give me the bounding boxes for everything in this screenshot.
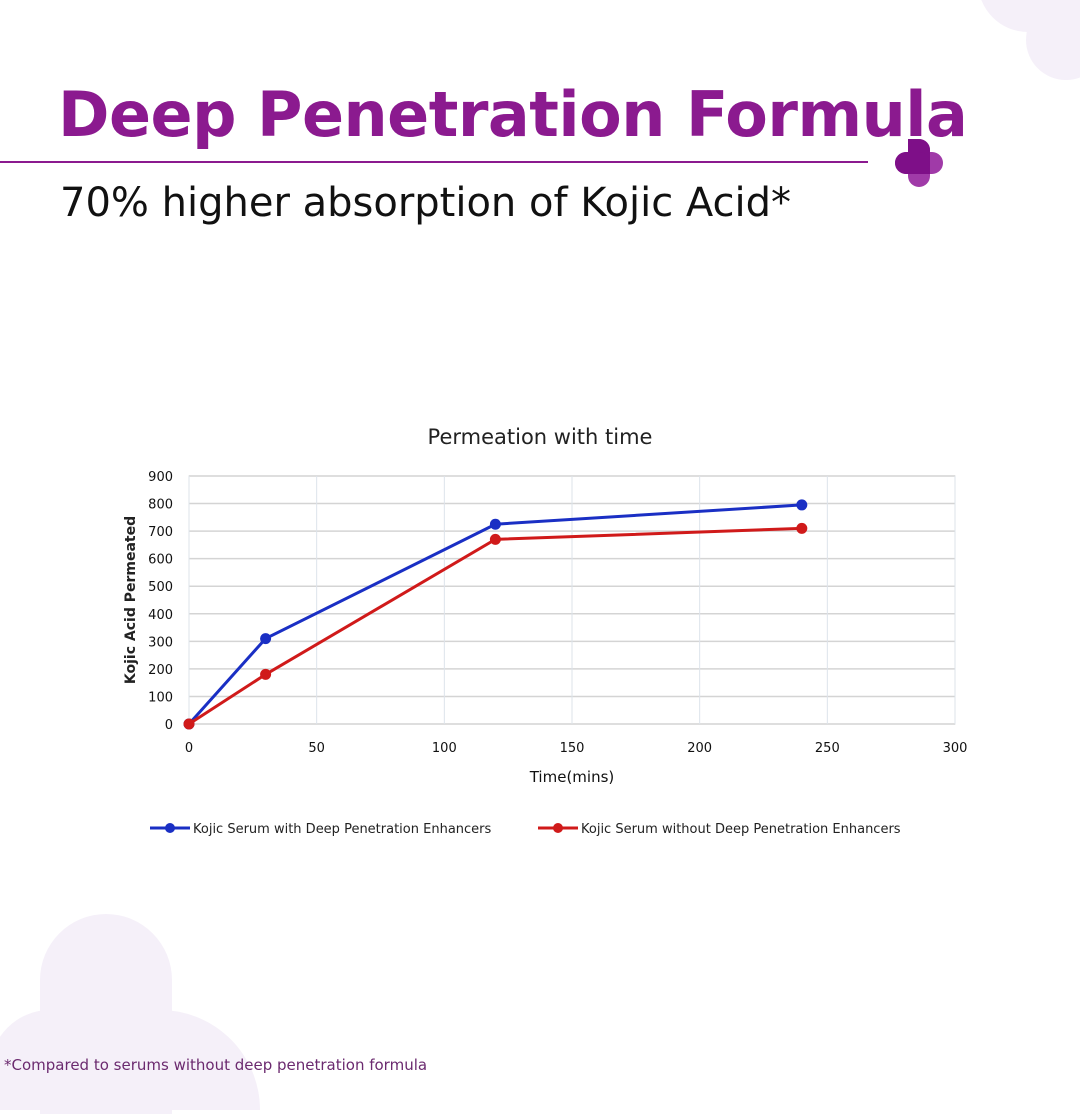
x-axis-label: Time(mins) <box>529 768 615 786</box>
y-tick-label: 400 <box>148 608 173 623</box>
x-tick-label: 200 <box>687 741 712 756</box>
permeation-chart: Permeation with time01002003004005006007… <box>123 425 968 837</box>
page-subtitle: 70% higher absorption of Kojic Acid* <box>60 180 792 226</box>
y-tick-label: 0 <box>165 718 173 733</box>
legend-label-1: Kojic Serum without Deep Penetration Enh… <box>581 822 901 837</box>
legend-marker-1 <box>553 823 563 833</box>
series-line-1 <box>188 526 802 726</box>
y-tick-label: 900 <box>148 470 173 485</box>
y-tick-label: 300 <box>148 635 173 650</box>
data-point-1 <box>183 718 195 730</box>
page-title: Deep Penetration Formula <box>58 78 968 151</box>
x-tick-label: 150 <box>560 741 585 756</box>
chart-title: Permeation with time <box>428 425 653 449</box>
legend-label-0: Kojic Serum with Deep Penetration Enhanc… <box>193 822 492 837</box>
data-point-1 <box>260 668 272 680</box>
x-tick-label: 250 <box>815 741 840 756</box>
footnote: *Compared to serums without deep penetra… <box>4 1056 428 1074</box>
legend-marker-0 <box>165 823 175 833</box>
title-divider <box>0 161 868 163</box>
plus-cross-icon <box>895 139 943 187</box>
x-tick-label: 0 <box>185 741 193 756</box>
x-tick-label: 100 <box>432 741 457 756</box>
data-point-0 <box>260 633 272 645</box>
data-point-0 <box>796 499 808 511</box>
data-point-1 <box>489 533 501 545</box>
data-point-0 <box>489 518 501 530</box>
x-tick-label: 50 <box>308 741 325 756</box>
y-tick-label: 100 <box>148 690 173 705</box>
y-tick-label: 800 <box>148 498 173 513</box>
series-line-0 <box>187 503 802 726</box>
y-axis-label: Kojic Acid Permeated <box>123 516 139 684</box>
y-tick-label: 600 <box>148 553 173 568</box>
y-tick-label: 200 <box>148 663 173 678</box>
y-tick-label: 500 <box>148 580 173 595</box>
y-tick-label: 700 <box>148 525 173 540</box>
x-tick-label: 300 <box>943 741 968 756</box>
data-point-1 <box>796 522 808 534</box>
